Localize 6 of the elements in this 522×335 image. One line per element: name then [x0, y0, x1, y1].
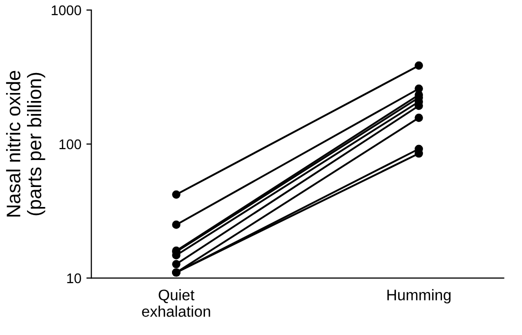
y-tick-label: 1000 [52, 5, 82, 16]
y-tick-label: 100 [60, 139, 82, 150]
y-tick-label: 10 [67, 273, 82, 284]
x-tick-label: Humming [387, 289, 451, 304]
y-axis-title: Nasal nitric oxide (parts per billion) [6, 70, 46, 216]
x-tick-label: Quiet exhalation [142, 289, 210, 317]
